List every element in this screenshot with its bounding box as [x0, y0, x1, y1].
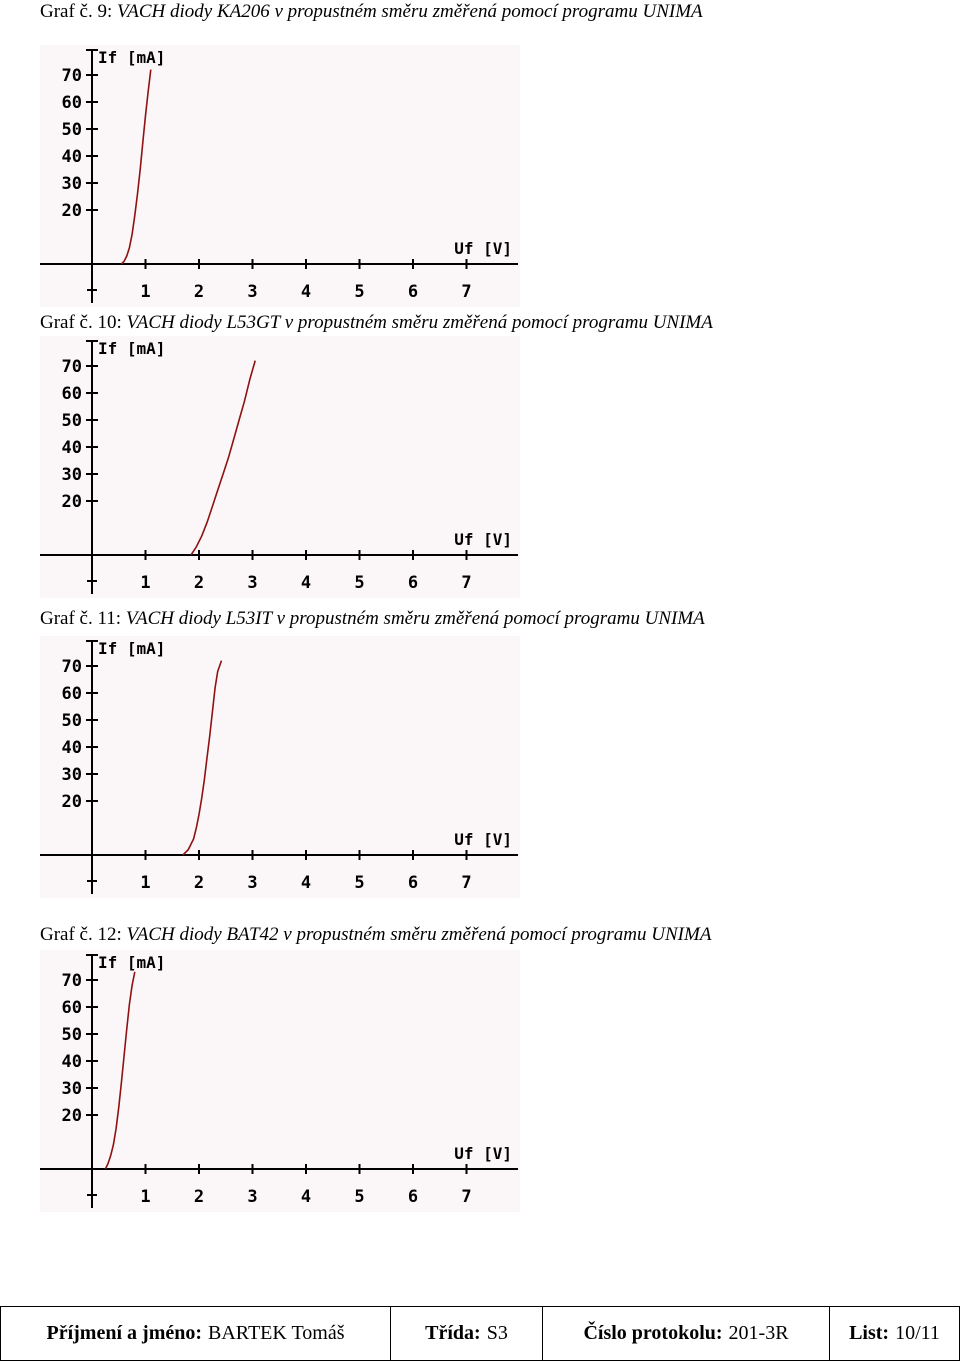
caption-lead: Graf č. 12:: [40, 924, 122, 945]
y-tick-label: 40: [62, 438, 82, 458]
page-label: List:: [849, 1322, 890, 1344]
x-tick-label: 1: [140, 873, 150, 893]
chart-graf-10: 1 2 3 4 5 6 7 20 30 40 50 60 70 If [mA] Uf [V]: [40, 336, 520, 598]
x-tick-label: 5: [354, 873, 364, 893]
y-tick-label: 60: [62, 684, 82, 704]
footer-class-cell: Třída: S3: [391, 1307, 543, 1360]
name-label: Příjmení a jméno:: [46, 1322, 203, 1344]
x-tick-label: 5: [354, 282, 364, 302]
chart-svg: 1 2 3 4 5 6 7 20 30 40 50 60 70 If [mA] Uf [V]: [40, 639, 518, 894]
x-tick-label: 7: [461, 1187, 471, 1207]
x-tick-label: 6: [408, 282, 418, 302]
y-tick-label: 70: [62, 657, 82, 677]
class-label: Třída:: [425, 1322, 481, 1344]
x-tick-label: 5: [354, 573, 364, 593]
series-line: [104, 971, 136, 1170]
x-tick-label: 2: [194, 1187, 204, 1207]
x-tick-label: 4: [301, 873, 311, 893]
x-tick-label: 3: [247, 1187, 257, 1207]
caption-title: VACH diody BAT42 v propustném směru změř…: [126, 924, 712, 945]
caption-lead: Graf č. 10:: [40, 312, 122, 333]
x-tick-label: 6: [408, 1187, 418, 1207]
x-tick-label: 5: [354, 1187, 364, 1207]
y-tick-label: 50: [62, 1025, 82, 1045]
x-tick-label: 3: [247, 573, 257, 593]
y-tick-label: 20: [62, 1106, 82, 1126]
x-tick-label: 7: [461, 573, 471, 593]
y-tick-label: 40: [62, 147, 82, 167]
chart-graf-9: 1 2 3 4 5 6 7 20 30 40 50 60 70 If [mA] Uf [V]: [40, 45, 520, 307]
y-tick-label: 20: [62, 492, 82, 512]
x-axis-label: Uf [V]: [454, 1144, 512, 1163]
series-line: [190, 360, 256, 556]
x-tick-label: 4: [301, 573, 311, 593]
x-tick-label: 3: [247, 873, 257, 893]
y-tick-label: 60: [62, 93, 82, 113]
y-tick-label: 60: [62, 384, 82, 404]
y-tick-label: 20: [62, 792, 82, 812]
x-tick-label: 2: [194, 573, 204, 593]
caption-lead: Graf č. 11:: [40, 608, 122, 629]
caption-graf-9: Graf č. 9: VACH diody KA206 v propustném…: [40, 1, 703, 23]
x-tick-label: 2: [194, 873, 204, 893]
y-tick-label: 60: [62, 998, 82, 1018]
caption-lead: Graf č. 9:: [40, 1, 113, 22]
footer-protocol-cell: Číslo protokolu: 201-3R: [543, 1307, 830, 1360]
x-tick-label: 7: [461, 873, 471, 893]
x-tick-label: 6: [408, 573, 418, 593]
y-tick-label: 30: [62, 174, 82, 194]
x-tick-label: 3: [247, 282, 257, 302]
caption-title: VACH diody KA206 v propustném směru změř…: [117, 1, 703, 22]
protocol-label: Číslo protokolu:: [583, 1322, 723, 1344]
x-tick-label: 2: [194, 282, 204, 302]
y-tick-label: 20: [62, 201, 82, 221]
y-tick-label: 50: [62, 120, 82, 140]
caption-graf-11: Graf č. 11: VACH diody L53IT v propustné…: [40, 608, 705, 630]
y-axis-label: If [mA]: [98, 48, 165, 67]
chart-graf-12: 1 2 3 4 5 6 7 20 30 40 50 60 70 If [mA] Uf [V]: [40, 950, 520, 1212]
x-tick-label: 1: [140, 282, 150, 302]
protocol-value: 201-3R: [728, 1322, 789, 1344]
series-line: [182, 660, 223, 856]
x-axis-label: Uf [V]: [454, 239, 512, 258]
footer-name-cell: Příjmení a jméno: BARTEK Tomáš: [1, 1307, 391, 1360]
y-axis-label: If [mA]: [98, 339, 165, 358]
y-tick-label: 70: [62, 66, 82, 86]
y-tick-label: 70: [62, 357, 82, 377]
class-value: S3: [486, 1322, 508, 1344]
x-axis-label: Uf [V]: [454, 530, 512, 549]
chart-svg: 1 2 3 4 5 6 7 20 30 40 50 60 70 If [mA] Uf [V]: [40, 339, 518, 594]
y-tick-label: 30: [62, 465, 82, 485]
caption-title: VACH diody L53IT v propustném směru změř…: [125, 608, 705, 629]
name-value: BARTEK Tomáš: [208, 1322, 345, 1344]
x-tick-label: 1: [140, 1187, 150, 1207]
y-axis-label: If [mA]: [98, 639, 165, 658]
y-tick-label: 40: [62, 738, 82, 758]
y-tick-label: 70: [62, 971, 82, 991]
x-tick-label: 7: [461, 282, 471, 302]
y-tick-label: 50: [62, 411, 82, 431]
footer-page-cell: List: 10/11: [830, 1307, 959, 1360]
caption-title: VACH diody L53GT v propustném směru změř…: [126, 312, 713, 333]
series-line: [120, 69, 152, 265]
x-axis-label: Uf [V]: [454, 830, 512, 849]
y-tick-label: 40: [62, 1052, 82, 1072]
x-tick-label: 4: [301, 282, 311, 302]
chart-svg: 1 2 3 4 5 6 7 20 30 40 50 60 70 If [mA] Uf [V]: [40, 953, 518, 1208]
x-tick-label: 1: [140, 573, 150, 593]
page-value: 10/11: [895, 1322, 940, 1344]
x-tick-label: 4: [301, 1187, 311, 1207]
footer-info-table: Příjmení a jméno: BARTEK Tomáš Třída: S3…: [0, 1306, 960, 1361]
y-axis-label: If [mA]: [98, 953, 165, 972]
chart-svg: 1 2 3 4 5 6 7 20 30 40 50 60 70 If [mA] Uf [V]: [40, 48, 518, 303]
y-tick-label: 30: [62, 1079, 82, 1099]
y-tick-label: 50: [62, 711, 82, 731]
y-tick-label: 30: [62, 765, 82, 785]
x-tick-label: 6: [408, 873, 418, 893]
caption-graf-10: Graf č. 10: VACH diody L53GT v propustné…: [40, 312, 713, 334]
caption-graf-12: Graf č. 12: VACH diody BAT42 v propustné…: [40, 924, 711, 946]
chart-graf-11: 1 2 3 4 5 6 7 20 30 40 50 60 70 If [mA] Uf [V]: [40, 636, 520, 898]
